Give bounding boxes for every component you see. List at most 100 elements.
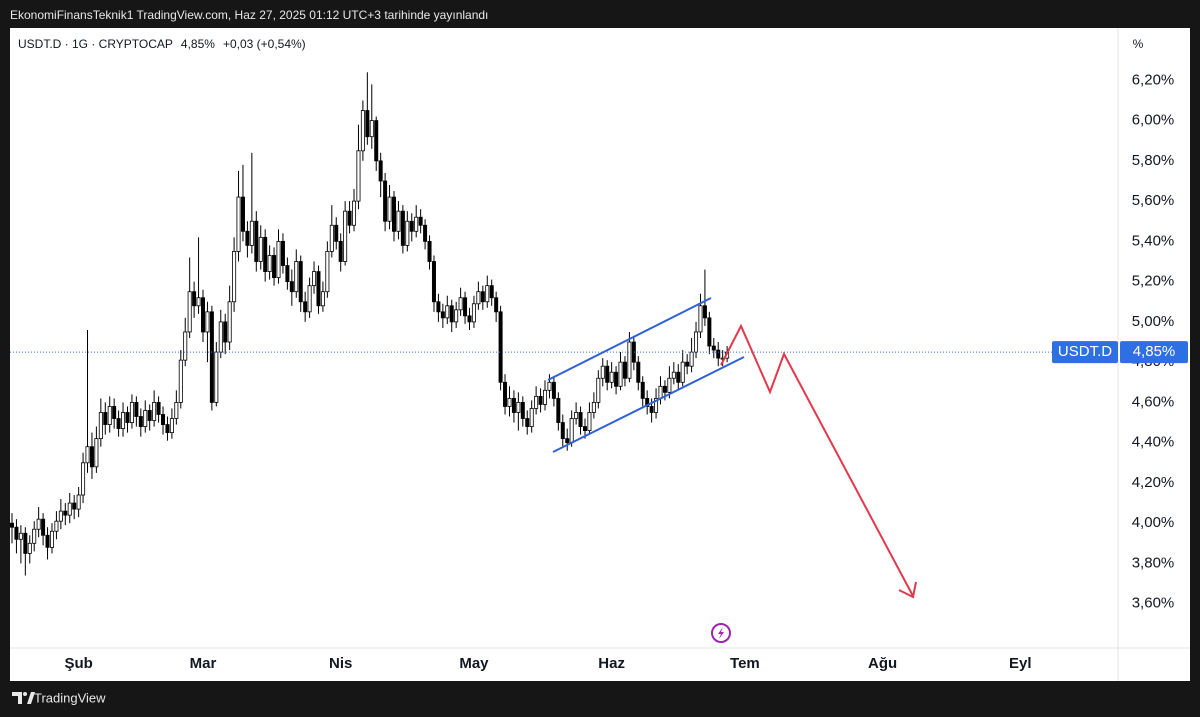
axis-unit: % (1133, 37, 1144, 51)
candle-body (378, 160, 383, 182)
projection-path (720, 323, 914, 597)
candle-body (347, 210, 352, 226)
logo-dot (23, 692, 27, 696)
candle-body (627, 341, 632, 379)
candle-body (565, 438, 570, 444)
candle-body (112, 406, 117, 419)
candle-body (551, 381, 556, 399)
candle-body (174, 402, 179, 419)
candle-body (671, 371, 676, 379)
candle-body (63, 510, 68, 516)
candle-body (298, 261, 303, 303)
candle-body (507, 397, 512, 407)
price: 4,85% (181, 37, 215, 51)
candle-body (543, 389, 548, 405)
candle-body (289, 281, 294, 293)
footer-brand: TradingView (34, 690, 106, 705)
candle-body (76, 494, 81, 510)
candle-body (636, 361, 641, 383)
x-tick-label: Haz (598, 655, 625, 672)
candle-body (121, 412, 126, 429)
candle-body (205, 311, 210, 333)
candle-body (640, 381, 645, 399)
candle-body (436, 301, 441, 313)
event-icon[interactable] (711, 623, 731, 643)
candle-body (511, 397, 516, 413)
candle-body (249, 220, 254, 246)
candle-body (14, 526, 19, 540)
candle-body (463, 297, 468, 317)
candle-body (582, 426, 587, 431)
candle-body (556, 397, 561, 423)
candle-body (600, 365, 605, 379)
candle-body (458, 297, 463, 311)
change: +0,03 (+0,54%) (223, 37, 306, 51)
candle-body (485, 285, 490, 303)
candle-body (200, 297, 205, 333)
candle-body (391, 196, 396, 232)
candle-body (36, 518, 41, 530)
channel-upper (547, 297, 712, 381)
candle-body (156, 402, 161, 415)
candle-body (329, 224, 334, 252)
candle-body (67, 502, 72, 516)
candle-body (614, 371, 619, 387)
candle-body (147, 410, 152, 421)
candle-body (489, 285, 494, 299)
candle-body (685, 361, 690, 367)
event-icon-bolt (718, 627, 724, 639)
candle-body (54, 520, 59, 532)
channel-lower (552, 356, 745, 453)
candle-body (343, 210, 348, 262)
y-tick-label: 4,00% (1132, 514, 1175, 531)
candle-body (516, 402, 521, 413)
plot: 3,60%3,80%4,00%4,20%4,40%4,60%4,80%5,00%… (9, 71, 1188, 672)
candle-body (405, 220, 410, 246)
brand: TradingView (12, 690, 106, 705)
price-tag (1120, 341, 1188, 364)
candle-body (698, 305, 703, 333)
candle-body (414, 216, 419, 232)
candle-body (454, 309, 459, 323)
candle-body (134, 402, 139, 417)
candle-body (494, 297, 499, 313)
candle-body (236, 196, 241, 252)
candle-body (192, 291, 197, 307)
chart-header: USDT.D · 1G · CRYPTOCAP 4,85% +0,03 (+0,54… (18, 37, 306, 51)
candle-body (400, 210, 405, 246)
candle-body (152, 402, 157, 421)
candle-body (396, 210, 401, 232)
candle-body (431, 261, 436, 303)
candle-body (85, 446, 90, 464)
candle-body (418, 216, 423, 226)
candle-body (307, 285, 312, 313)
candle-body (98, 412, 103, 440)
x-tick-label: Ağu (868, 655, 897, 672)
candle-body (538, 395, 543, 405)
y-tick-label: 5,60% (1132, 192, 1175, 209)
candle-body (631, 341, 636, 363)
candle-body (272, 255, 277, 279)
candle-body (316, 271, 321, 307)
candle-body (645, 397, 650, 407)
candle-body (409, 220, 414, 232)
candle-body (476, 291, 481, 305)
candle-body (338, 240, 343, 262)
candle-body (707, 317, 712, 347)
candle-body (138, 416, 143, 427)
candle-body (689, 351, 694, 367)
candle-body (81, 462, 86, 496)
candle-body (218, 321, 223, 353)
candle-body (9, 522, 14, 528)
candle-body (334, 224, 339, 242)
candle-body (449, 305, 454, 323)
candle-body (183, 331, 188, 361)
candle-body (578, 412, 583, 427)
candle-body (280, 240, 285, 266)
candle-body (285, 265, 290, 283)
candle-body (547, 381, 552, 391)
y-tick-label: 5,20% (1132, 273, 1175, 290)
candle-body (667, 377, 672, 393)
candle-body (569, 418, 574, 444)
